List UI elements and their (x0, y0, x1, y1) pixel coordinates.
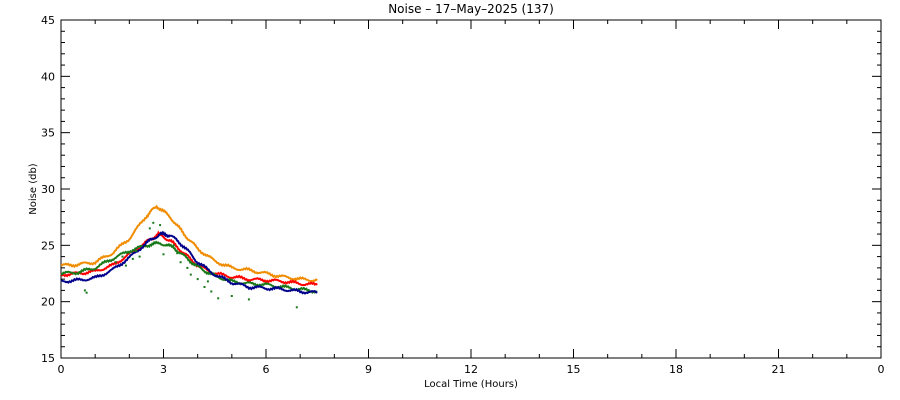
scatter-point (135, 250, 138, 252)
series-line (60, 230, 318, 295)
scatter-point (162, 253, 165, 256)
scatter-point (131, 257, 134, 260)
scatter-point (124, 264, 127, 267)
x-tick-label: 21 (772, 363, 786, 376)
scatter-point (176, 252, 179, 255)
y-tick-label: 25 (41, 239, 55, 252)
scatter-point (196, 278, 199, 281)
x-axis-label: Local Time (Hours) (424, 379, 518, 390)
x-tick-label: 12 (464, 363, 478, 376)
scatter-point (186, 266, 189, 269)
scatter-point (121, 255, 124, 258)
y-tick-label: 35 (41, 127, 55, 140)
y-tick-label: 20 (41, 296, 55, 309)
x-tick-label: 0 (878, 363, 885, 376)
scatter-point (114, 261, 117, 264)
scatter-point (179, 261, 182, 264)
y-axis-label: Noise (db) (28, 163, 39, 215)
scatter-point (152, 221, 155, 224)
y-tick-label: 30 (41, 183, 55, 196)
scatter-point (85, 291, 88, 294)
x-tick-label: 9 (365, 363, 372, 376)
scatter-point (217, 297, 220, 300)
series-line (60, 204, 318, 283)
series-line (60, 230, 318, 287)
y-tick-label: 45 (41, 14, 55, 27)
plot-frame (60, 19, 882, 359)
scatter-point (148, 227, 151, 230)
scatter-point (172, 244, 175, 247)
series-line (60, 240, 318, 294)
y-tick-label: 40 (41, 70, 55, 83)
scatter-point (138, 255, 141, 258)
scatter-point (159, 224, 162, 227)
x-tick-label: 3 (160, 363, 167, 376)
scatter-point (295, 306, 298, 309)
x-tick-label: 6 (263, 363, 270, 376)
chart-title: Noise – 17–May–2025 (137) (388, 2, 554, 16)
scatter-point (206, 280, 209, 283)
scatter-point (247, 298, 250, 301)
x-tick-label: 15 (567, 363, 581, 376)
scatter-point (189, 273, 192, 276)
y-tick-label: 15 (41, 352, 55, 365)
scatter-point (230, 295, 233, 297)
scatter-point (210, 290, 213, 293)
x-tick-label: 18 (669, 363, 683, 376)
x-tick-label: 0 (58, 363, 65, 376)
scatter-point (203, 286, 206, 288)
scatter-point (83, 289, 86, 292)
